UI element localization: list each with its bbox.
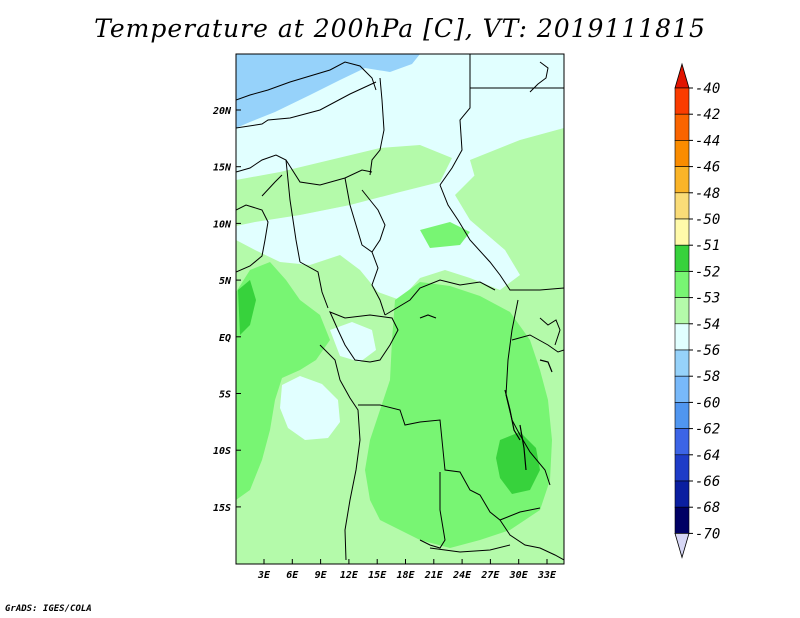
grads-credit: GrADS: IGES/COLA bbox=[5, 604, 92, 614]
legend-label: -60 bbox=[695, 395, 720, 411]
legend-label: -70 bbox=[695, 526, 720, 542]
legend-swatch bbox=[674, 454, 690, 482]
legend-swatch bbox=[674, 140, 690, 167]
legend-swatch bbox=[674, 87, 690, 115]
country-borders bbox=[236, 54, 564, 561]
legend-bottom-arrow bbox=[674, 533, 690, 559]
lon-tick-label: 30E bbox=[509, 570, 529, 581]
legend-label: -62 bbox=[695, 422, 720, 438]
map-frame bbox=[235, 53, 565, 565]
map-plot-area bbox=[236, 54, 564, 564]
legend-swatch bbox=[674, 349, 690, 377]
legend-label: -54 bbox=[695, 317, 720, 333]
legend-swatch bbox=[674, 297, 690, 325]
lat-tick-label: 15N bbox=[213, 163, 232, 174]
legend-swatch bbox=[674, 166, 690, 194]
lon-tick-label: 18E bbox=[396, 570, 415, 581]
legend-label: -52 bbox=[695, 264, 720, 280]
legend-swatch bbox=[674, 192, 690, 220]
lon-tick-label: 33E bbox=[537, 570, 557, 581]
legend-swatch bbox=[674, 402, 690, 429]
legend-label: -40 bbox=[695, 81, 720, 97]
legend-label: -50 bbox=[695, 212, 720, 228]
lat-tick-label: 20N bbox=[212, 106, 232, 117]
dark-green-patch bbox=[496, 432, 540, 494]
legend-swatch bbox=[674, 323, 690, 351]
lat-tick-label: 10S bbox=[213, 446, 231, 457]
lon-tick-label: 3E bbox=[257, 570, 271, 581]
legend-label: -46 bbox=[695, 160, 720, 176]
lat-tick-label: 10N bbox=[213, 219, 232, 230]
light-green-band bbox=[236, 145, 452, 226]
lon-tick-label: 21E bbox=[424, 570, 444, 581]
legend-swatch bbox=[674, 428, 690, 456]
legend-swatch bbox=[674, 218, 690, 246]
legend-swatch bbox=[674, 506, 690, 534]
legend-label: -51 bbox=[695, 238, 720, 254]
lon-tick-label: 27E bbox=[480, 570, 500, 581]
legend-label: -64 bbox=[695, 448, 720, 464]
legend-label: -48 bbox=[695, 186, 720, 202]
map-title: Temperature at 200hPa [C], VT: 201911181… bbox=[94, 14, 706, 43]
legend-label: -68 bbox=[695, 500, 720, 516]
dark-green-patch bbox=[238, 280, 256, 335]
lon-tick-label: 12E bbox=[340, 570, 359, 581]
legend-swatch bbox=[674, 375, 690, 403]
lat-tick-label: 15S bbox=[213, 503, 231, 514]
legend-top-arrow bbox=[674, 62, 690, 89]
legend-swatch bbox=[674, 480, 690, 508]
pale-cyan-patch bbox=[330, 322, 376, 362]
latitude-axis: 20N 15N 10N 5N EQ 5S 10S 15S bbox=[212, 106, 241, 514]
legend-label: -42 bbox=[695, 107, 720, 123]
legend-label: -66 bbox=[695, 474, 720, 490]
lon-tick-label: 24E bbox=[452, 570, 472, 581]
legend-swatch bbox=[674, 271, 690, 298]
legend-label: -56 bbox=[695, 343, 720, 359]
pale-cyan-patch bbox=[280, 376, 340, 440]
lat-tick-label: 5N bbox=[219, 276, 232, 287]
legend-swatch bbox=[674, 244, 690, 272]
lon-tick-label: 15E bbox=[368, 570, 387, 581]
color-legend: -40 -42 -44 -46 -48 -50 -51 -52 -53 -54 -56 -58 -60 -… bbox=[674, 62, 720, 559]
lat-tick-label: EQ bbox=[219, 333, 231, 344]
legend-swatch bbox=[674, 113, 690, 141]
lon-tick-label: 6E bbox=[286, 570, 299, 581]
legend-label: -53 bbox=[695, 291, 720, 307]
legend-label: -44 bbox=[695, 133, 720, 149]
lon-tick-label: 9E bbox=[315, 570, 328, 581]
lake-outlines bbox=[419, 314, 553, 471]
longitude-axis: 3E 6E 9E 12E 15E 18E 21E 24E 27E 30E 33E bbox=[257, 559, 557, 581]
mid-green-region bbox=[236, 262, 330, 500]
cold-region-north bbox=[236, 54, 420, 128]
lat-tick-label: 5S bbox=[219, 390, 231, 401]
light-green-band bbox=[470, 128, 564, 215]
legend-label: -58 bbox=[695, 369, 720, 385]
mid-green-patch bbox=[420, 222, 470, 248]
